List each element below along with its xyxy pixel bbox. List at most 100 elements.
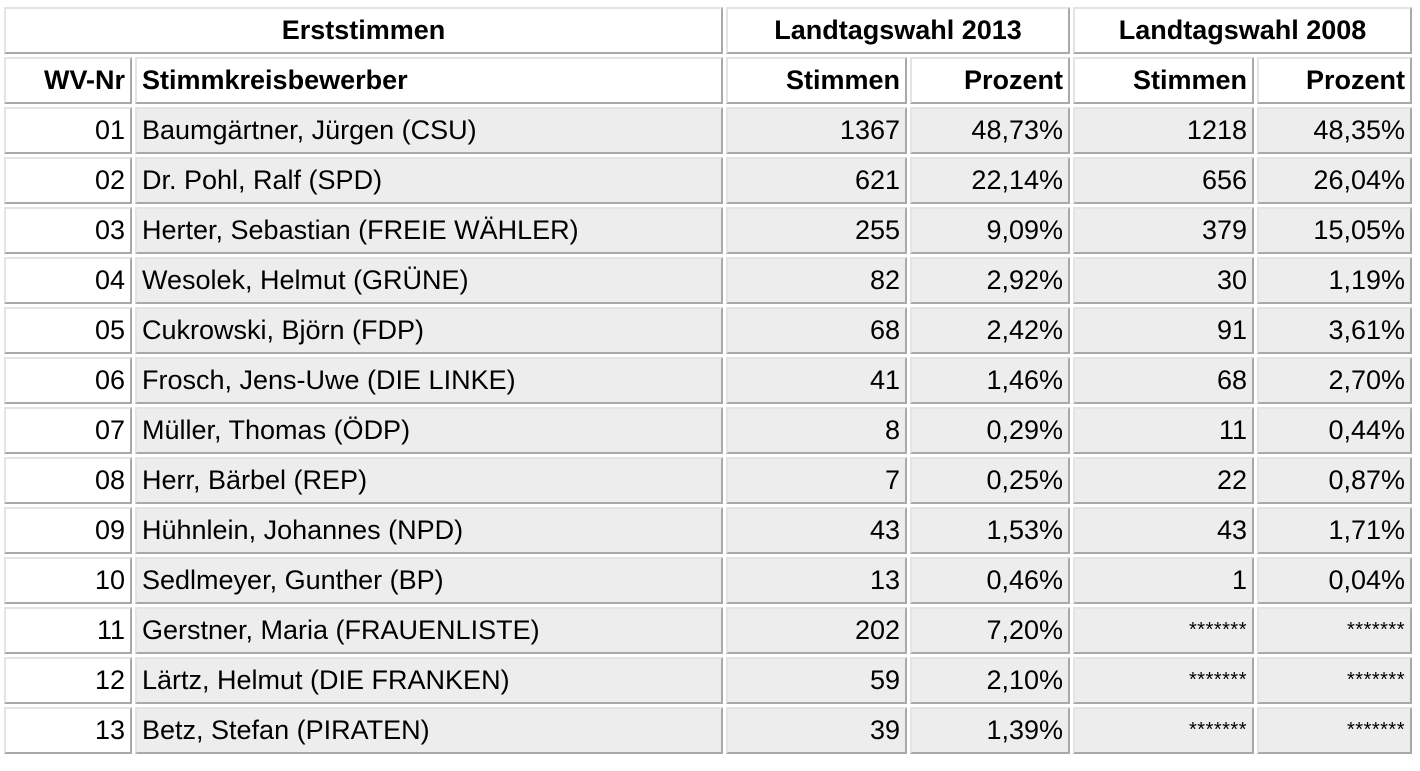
votes-2008-cell: 11 bbox=[1073, 407, 1254, 454]
votes-2013-cell: 41 bbox=[726, 357, 907, 404]
votes-2013-cell: 68 bbox=[726, 307, 907, 354]
election-2008-header: Landtagswahl 2008 bbox=[1073, 7, 1412, 54]
wv-nr-cell: 13 bbox=[4, 707, 132, 754]
group-header-row: Erststimmen Landtagswahl 2013 Landtagswa… bbox=[4, 7, 1412, 54]
wv-nr-cell: 10 bbox=[4, 557, 132, 604]
percent-2008-header: Prozent bbox=[1257, 57, 1412, 104]
table-row: 04 Wesolek, Helmut (GRÜNE) 82 2,92% 30 1,19% bbox=[4, 257, 1412, 304]
wv-nr-cell: 11 bbox=[4, 607, 132, 654]
percent-2008-cell: 15,05% bbox=[1257, 207, 1412, 254]
votes-2008-cell: 43 bbox=[1073, 507, 1254, 554]
percent-2013-cell: 1,39% bbox=[910, 707, 1070, 754]
votes-2008-cell: 22 bbox=[1073, 457, 1254, 504]
table-row: 08 Herr, Bärbel (REP) 7 0,25% 22 0,87% bbox=[4, 457, 1412, 504]
votes-2013-header: Stimmen bbox=[726, 57, 907, 104]
votes-2008-cell: 1218 bbox=[1073, 107, 1254, 154]
percent-2008-cell: 48,35% bbox=[1257, 107, 1412, 154]
percent-2008-cell: 1,71% bbox=[1257, 507, 1412, 554]
candidate-cell: Gerstner, Maria (FRAUENLISTE) bbox=[135, 607, 723, 654]
table-row: 03 Herter, Sebastian (FREIE WÄHLER) 255 9,0… bbox=[4, 207, 1412, 254]
votes-2013-cell: 7 bbox=[726, 457, 907, 504]
votes-2013-cell: 39 bbox=[726, 707, 907, 754]
votes-2013-cell: 43 bbox=[726, 507, 907, 554]
percent-2013-cell: 2,10% bbox=[910, 657, 1070, 704]
percent-2008-cell: 2,70% bbox=[1257, 357, 1412, 404]
table-row: 10 Sedlmeyer, Gunther (BP) 13 0,46% 1 0,04% bbox=[4, 557, 1412, 604]
percent-2008-cell: 0,44% bbox=[1257, 407, 1412, 454]
candidate-cell: Hühnlein, Johannes (NPD) bbox=[135, 507, 723, 554]
percent-2013-header: Prozent bbox=[910, 57, 1070, 104]
table-row: 12 Lärtz, Helmut (DIE FRANKEN) 59 2,10% ****… bbox=[4, 657, 1412, 704]
erststimmen-header: Erststimmen bbox=[4, 7, 723, 54]
candidate-cell: Herter, Sebastian (FREIE WÄHLER) bbox=[135, 207, 723, 254]
candidate-cell: Wesolek, Helmut (GRÜNE) bbox=[135, 257, 723, 304]
table-row: 05 Cukrowski, Björn (FDP) 68 2,42% 91 3,61% bbox=[4, 307, 1412, 354]
percent-2008-cell: 26,04% bbox=[1257, 157, 1412, 204]
votes-2013-cell: 255 bbox=[726, 207, 907, 254]
votes-2013-cell: 621 bbox=[726, 157, 907, 204]
election-results-table: Erststimmen Landtagswahl 2013 Landtagswa… bbox=[1, 4, 1415, 757]
percent-2013-cell: 0,25% bbox=[910, 457, 1070, 504]
percent-2013-cell: 2,42% bbox=[910, 307, 1070, 354]
percent-2013-cell: 2,92% bbox=[910, 257, 1070, 304]
percent-2008-cell: 0,04% bbox=[1257, 557, 1412, 604]
percent-2008-cell: ******* bbox=[1257, 607, 1412, 654]
wv-nr-cell: 02 bbox=[4, 157, 132, 204]
votes-2008-cell: 379 bbox=[1073, 207, 1254, 254]
votes-2008-cell: 68 bbox=[1073, 357, 1254, 404]
table-row: 02 Dr. Pohl, Ralf (SPD) 621 22,14% 656 26,04% bbox=[4, 157, 1412, 204]
votes-2013-cell: 82 bbox=[726, 257, 907, 304]
wv-nr-cell: 06 bbox=[4, 357, 132, 404]
candidate-cell: Baumgärtner, Jürgen (CSU) bbox=[135, 107, 723, 154]
votes-2008-header: Stimmen bbox=[1073, 57, 1254, 104]
election-2013-header: Landtagswahl 2013 bbox=[726, 7, 1070, 54]
votes-2008-cell: 656 bbox=[1073, 157, 1254, 204]
candidate-cell: Betz, Stefan (PIRATEN) bbox=[135, 707, 723, 754]
votes-2013-cell: 8 bbox=[726, 407, 907, 454]
wv-nr-cell: 05 bbox=[4, 307, 132, 354]
percent-2013-cell: 0,46% bbox=[910, 557, 1070, 604]
votes-2008-cell: 30 bbox=[1073, 257, 1254, 304]
wv-nr-header: WV-Nr bbox=[4, 57, 132, 104]
percent-2008-cell: ******* bbox=[1257, 707, 1412, 754]
votes-2008-cell: ******* bbox=[1073, 607, 1254, 654]
column-header-row: WV-Nr Stimmkreisbewerber Stimmen Prozent… bbox=[4, 57, 1412, 104]
wv-nr-cell: 03 bbox=[4, 207, 132, 254]
votes-2013-cell: 59 bbox=[726, 657, 907, 704]
table-row: 11 Gerstner, Maria (FRAUENLISTE) 202 7,20% *… bbox=[4, 607, 1412, 654]
percent-2013-cell: 9,09% bbox=[910, 207, 1070, 254]
wv-nr-cell: 09 bbox=[4, 507, 132, 554]
votes-2008-cell: ******* bbox=[1073, 707, 1254, 754]
candidate-cell: Cukrowski, Björn (FDP) bbox=[135, 307, 723, 354]
percent-2013-cell: 1,46% bbox=[910, 357, 1070, 404]
table-row: 09 Hühnlein, Johannes (NPD) 43 1,53% 43 1,71% bbox=[4, 507, 1412, 554]
candidate-cell: Dr. Pohl, Ralf (SPD) bbox=[135, 157, 723, 204]
percent-2008-cell: ******* bbox=[1257, 657, 1412, 704]
candidate-cell: Lärtz, Helmut (DIE FRANKEN) bbox=[135, 657, 723, 704]
votes-2013-cell: 202 bbox=[726, 607, 907, 654]
table-row: 07 Müller, Thomas (ÖDP) 8 0,29% 11 0,44% bbox=[4, 407, 1412, 454]
candidate-header: Stimmkreisbewerber bbox=[135, 57, 723, 104]
votes-2008-cell: ******* bbox=[1073, 657, 1254, 704]
votes-2013-cell: 1367 bbox=[726, 107, 907, 154]
wv-nr-cell: 04 bbox=[4, 257, 132, 304]
percent-2008-cell: 3,61% bbox=[1257, 307, 1412, 354]
votes-2013-cell: 13 bbox=[726, 557, 907, 604]
candidate-cell: Frosch, Jens-Uwe (DIE LINKE) bbox=[135, 357, 723, 404]
percent-2008-cell: 1,19% bbox=[1257, 257, 1412, 304]
wv-nr-cell: 01 bbox=[4, 107, 132, 154]
candidate-cell: Müller, Thomas (ÖDP) bbox=[135, 407, 723, 454]
votes-2008-cell: 91 bbox=[1073, 307, 1254, 354]
percent-2013-cell: 7,20% bbox=[910, 607, 1070, 654]
wv-nr-cell: 07 bbox=[4, 407, 132, 454]
result-rows: 01 Baumgärtner, Jürgen (CSU) 1367 48,73% 121… bbox=[4, 107, 1412, 754]
wv-nr-cell: 08 bbox=[4, 457, 132, 504]
votes-2008-cell: 1 bbox=[1073, 557, 1254, 604]
percent-2013-cell: 1,53% bbox=[910, 507, 1070, 554]
percent-2013-cell: 22,14% bbox=[910, 157, 1070, 204]
percent-2013-cell: 48,73% bbox=[910, 107, 1070, 154]
percent-2013-cell: 0,29% bbox=[910, 407, 1070, 454]
percent-2008-cell: 0,87% bbox=[1257, 457, 1412, 504]
candidate-cell: Herr, Bärbel (REP) bbox=[135, 457, 723, 504]
candidate-cell: Sedlmeyer, Gunther (BP) bbox=[135, 557, 723, 604]
